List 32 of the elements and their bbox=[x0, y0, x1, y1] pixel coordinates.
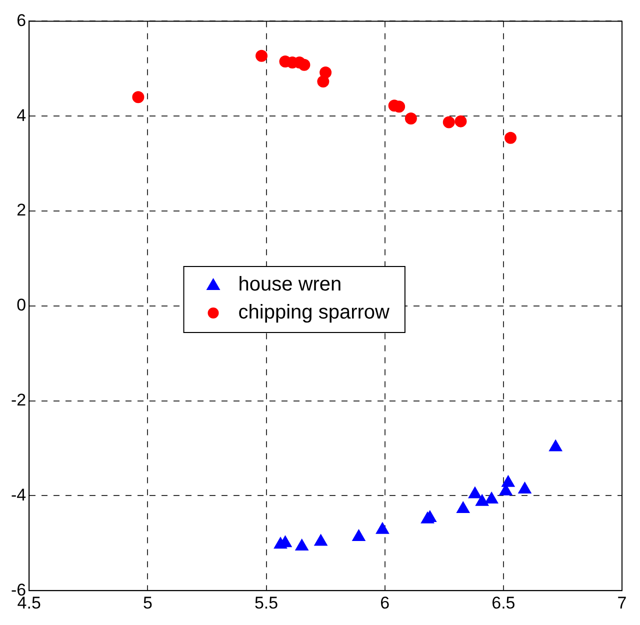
point bbox=[549, 440, 562, 452]
point bbox=[442, 116, 455, 128]
legend-label: chipping sparrow bbox=[238, 302, 390, 324]
point bbox=[298, 58, 310, 71]
x-tick-label: 6 bbox=[380, 593, 390, 612]
x-tick-label: 5 bbox=[142, 593, 152, 612]
point bbox=[468, 486, 482, 498]
y-tick-label: -4 bbox=[10, 485, 26, 504]
point bbox=[476, 494, 489, 506]
x-tick-label: 6.5 bbox=[492, 593, 516, 612]
point bbox=[404, 112, 417, 124]
point bbox=[132, 91, 144, 104]
x-tick-label: 5.5 bbox=[254, 593, 278, 612]
point bbox=[314, 534, 328, 546]
point bbox=[256, 50, 268, 62]
point bbox=[502, 475, 515, 487]
point bbox=[456, 501, 470, 513]
point bbox=[454, 115, 467, 128]
x-tick-label: 7 bbox=[617, 593, 627, 612]
y-tick-label: -2 bbox=[10, 390, 26, 410]
point bbox=[376, 522, 390, 534]
legend-label: house wren bbox=[238, 274, 342, 296]
y-tick-label: 4 bbox=[16, 106, 26, 125]
point bbox=[295, 538, 308, 550]
point bbox=[518, 482, 532, 494]
point bbox=[352, 529, 366, 541]
point bbox=[320, 66, 332, 78]
y-tick-label: 6 bbox=[16, 10, 26, 30]
y-tick-label: 2 bbox=[16, 200, 26, 220]
point bbox=[504, 132, 517, 144]
y-tick-label: 0 bbox=[16, 296, 26, 315]
point bbox=[485, 492, 498, 504]
